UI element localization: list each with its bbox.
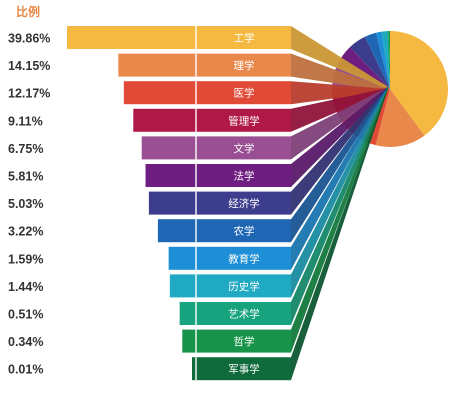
labels: 工学 39.86% 理学 14.15% 医学 12.17% 管理学 9.11% 文学 6.75% 法…: [8, 32, 260, 377]
connectors: [291, 26, 390, 381]
pie-slice-8: [364, 32, 390, 89]
value-label-10: 1.44%: [8, 280, 43, 294]
connector-8: [291, 86, 388, 243]
value-label-9: 1.59%: [8, 252, 43, 266]
pie-slice-7: [349, 36, 390, 89]
value-label-7: 5.03%: [8, 197, 43, 211]
pie-slice-9: [375, 31, 390, 89]
connector-13: [291, 86, 388, 381]
bar-13: [191, 357, 291, 381]
category-label-5: 文学: [234, 142, 255, 155]
value-label-13: 0.01%: [8, 363, 43, 377]
bar-1: [67, 26, 291, 49]
category-label-6: 法学: [234, 170, 255, 183]
category-label-3: 医学: [234, 87, 255, 100]
connector-5: [291, 87, 387, 160]
value-label-1: 39.86%: [8, 32, 50, 46]
bar-11: [179, 302, 291, 325]
value-label-8: 3.22%: [8, 225, 43, 239]
pie-slice-2: [375, 89, 425, 147]
connector-1: [291, 26, 390, 90]
value-column-header: 比例: [16, 4, 40, 19]
category-label-12: 哲学: [234, 335, 255, 348]
connector-6: [291, 87, 388, 187]
value-label-6: 5.81%: [8, 170, 43, 184]
bar-8: [157, 219, 291, 243]
bar-3: [123, 81, 291, 105]
connector-11: [291, 86, 388, 325]
connector-10: [291, 86, 388, 298]
category-label-13: 军事学: [228, 363, 260, 376]
bar-10: [169, 274, 291, 298]
category-label-2: 理学: [234, 59, 255, 72]
value-label-2: 14.15%: [8, 59, 50, 73]
bar-9: [168, 246, 291, 270]
bar-5: [141, 136, 291, 160]
pie-slice-1: [390, 31, 449, 136]
category-label-7: 经济学: [228, 197, 260, 210]
category-label-4: 管理学: [228, 114, 260, 127]
connector-7: [291, 86, 388, 215]
pie-slice-11: [386, 31, 390, 89]
value-label-5: 6.75%: [8, 142, 43, 156]
pie-slice-12: [388, 31, 390, 89]
category-label-11: 艺术学: [228, 308, 260, 321]
category-label-8: 农学: [234, 225, 255, 238]
value-label-11: 0.51%: [8, 308, 43, 322]
connector-4: [291, 88, 387, 132]
bar-6: [145, 164, 291, 187]
bar-7: [148, 191, 291, 215]
pie-slice-10: [381, 31, 390, 89]
bar-2: [118, 53, 291, 77]
bar-4: [133, 108, 291, 132]
pie-slice-6: [337, 47, 390, 89]
category-label-10: 历史学: [228, 280, 260, 293]
connector-3: [291, 81, 388, 105]
category-label-9: 教育学: [228, 252, 260, 265]
value-label-12: 0.34%: [8, 335, 43, 349]
category-label-1: 工学: [234, 32, 255, 45]
connector-9: [291, 86, 388, 270]
value-label-3: 12.17%: [8, 87, 50, 101]
connector-2: [291, 53, 389, 92]
connector-12: [291, 86, 388, 353]
bars: [67, 26, 291, 381]
bar-12: [182, 329, 291, 353]
value-label-4: 9.11%: [8, 114, 43, 128]
